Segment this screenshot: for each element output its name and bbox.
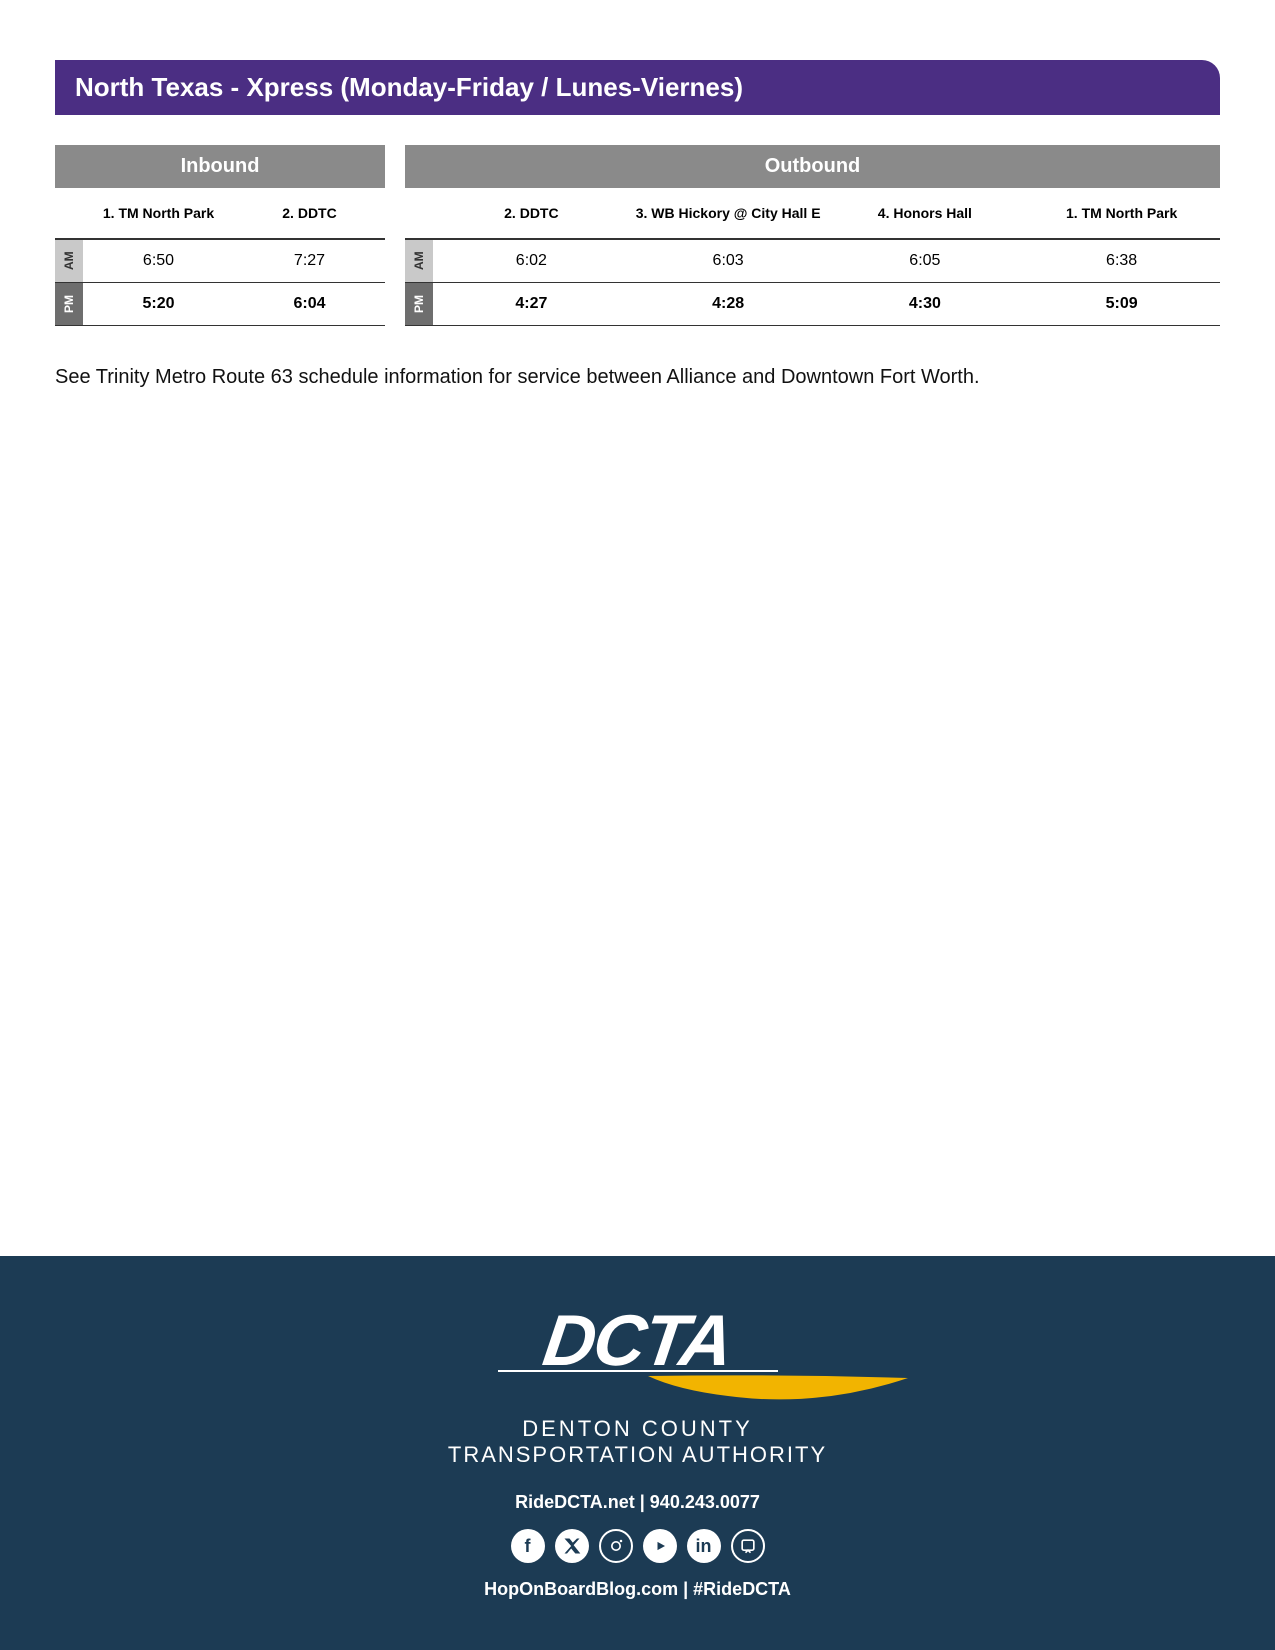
outbound-header: Outbound	[405, 145, 1220, 188]
stop-label: 4. Honors Hall	[827, 188, 1024, 238]
time-cell: 6:04	[234, 283, 385, 325]
time-cell: 6:03	[630, 240, 827, 282]
time-cell: 4:27	[433, 283, 630, 325]
swoosh-icon	[498, 1366, 778, 1412]
inbound-stops-row: 1. TM North Park 2. DDTC	[55, 188, 385, 240]
time-cell: 6:38	[1023, 240, 1220, 282]
table-row: PM 4:27 4:28 4:30 5:09	[405, 283, 1220, 326]
schedule-note: See Trinity Metro Route 63 schedule info…	[55, 366, 1220, 389]
inbound-table: Inbound 1. TM North Park 2. DDTC AM 6:50…	[55, 145, 385, 326]
time-cell: 6:05	[827, 240, 1024, 282]
schedule-tables: Inbound 1. TM North Park 2. DDTC AM 6:50…	[55, 145, 1220, 326]
outbound-stops-row: 2. DDTC 3. WB Hickory @ City Hall E 4. H…	[405, 188, 1220, 240]
time-cell: 5:20	[83, 283, 234, 325]
dcta-logo: DCTA DENTON COUNTY TRANSPORTATION AUTHOR…	[448, 1311, 827, 1468]
stop-label: 2. DDTC	[234, 188, 385, 238]
time-cell: 4:28	[630, 283, 827, 325]
table-row: AM 6:50 7:27	[55, 240, 385, 283]
logo-subtitle-2: TRANSPORTATION AUTHORITY	[448, 1442, 827, 1468]
linkedin-icon[interactable]: in	[687, 1529, 721, 1563]
period-am-label: AM	[55, 240, 83, 282]
inbound-header: Inbound	[55, 145, 385, 188]
social-icons-row: f in	[0, 1529, 1275, 1563]
hashtag-line: HopOnBoardBlog.com | #RideDCTA	[0, 1579, 1275, 1600]
page-footer: DCTA DENTON COUNTY TRANSPORTATION AUTHOR…	[0, 1256, 1275, 1650]
stop-label: 2. DDTC	[433, 188, 630, 238]
x-twitter-icon[interactable]	[555, 1529, 589, 1563]
period-am-label: AM	[405, 240, 433, 282]
time-cell: 4:30	[827, 283, 1024, 325]
instagram-icon[interactable]	[599, 1529, 633, 1563]
youtube-icon[interactable]	[643, 1529, 677, 1563]
time-cell: 6:50	[83, 240, 234, 282]
facebook-icon[interactable]: f	[511, 1529, 545, 1563]
table-row: AM 6:02 6:03 6:05 6:38	[405, 240, 1220, 283]
blog-icon[interactable]	[731, 1529, 765, 1563]
time-cell: 5:09	[1023, 283, 1220, 325]
logo-subtitle-1: DENTON COUNTY	[448, 1416, 827, 1442]
outbound-table: Outbound 2. DDTC 3. WB Hickory @ City Ha…	[405, 145, 1220, 326]
route-title: North Texas - Xpress (Monday-Friday / Lu…	[55, 60, 1220, 115]
stop-label: 3. WB Hickory @ City Hall E	[630, 188, 827, 238]
table-row: PM 5:20 6:04	[55, 283, 385, 326]
time-cell: 6:02	[433, 240, 630, 282]
period-pm-label: PM	[55, 283, 83, 325]
stop-label: 1. TM North Park	[83, 188, 234, 238]
logo-main-text: DCTA	[540, 1311, 735, 1372]
stop-label: 1. TM North Park	[1023, 188, 1220, 238]
contact-info: RideDCTA.net | 940.243.0077	[0, 1492, 1275, 1513]
period-pm-label: PM	[405, 283, 433, 325]
time-cell: 7:27	[234, 240, 385, 282]
